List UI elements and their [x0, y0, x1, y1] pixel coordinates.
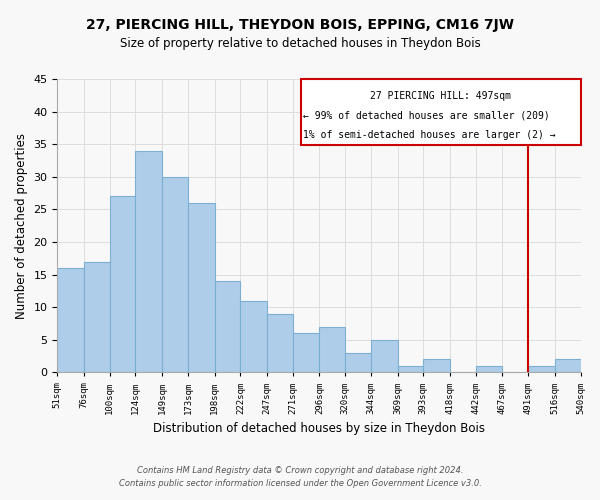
Bar	[345, 353, 371, 372]
Bar	[267, 314, 293, 372]
Bar	[555, 360, 581, 372]
Bar	[398, 366, 423, 372]
X-axis label: Distribution of detached houses by size in Theydon Bois: Distribution of detached houses by size …	[153, 422, 485, 435]
Bar	[293, 334, 319, 372]
Bar	[241, 300, 267, 372]
Bar	[58, 268, 84, 372]
Text: 1% of semi-detached houses are larger (2) →: 1% of semi-detached houses are larger (2…	[303, 130, 556, 140]
Bar	[371, 340, 398, 372]
Bar	[84, 262, 110, 372]
Bar	[110, 196, 136, 372]
Bar	[215, 281, 241, 372]
FancyBboxPatch shape	[301, 79, 581, 145]
Bar	[136, 150, 162, 372]
Bar	[319, 327, 345, 372]
Text: ← 99% of detached houses are smaller (209): ← 99% of detached houses are smaller (20…	[303, 110, 550, 120]
Bar	[162, 177, 188, 372]
Text: 27 PIERCING HILL: 497sqm: 27 PIERCING HILL: 497sqm	[370, 90, 511, 101]
Text: Size of property relative to detached houses in Theydon Bois: Size of property relative to detached ho…	[119, 38, 481, 51]
Bar	[528, 366, 555, 372]
Bar	[188, 203, 215, 372]
Text: Contains HM Land Registry data © Crown copyright and database right 2024.
Contai: Contains HM Land Registry data © Crown c…	[119, 466, 481, 487]
Bar	[476, 366, 502, 372]
Text: 27, PIERCING HILL, THEYDON BOIS, EPPING, CM16 7JW: 27, PIERCING HILL, THEYDON BOIS, EPPING,…	[86, 18, 514, 32]
Y-axis label: Number of detached properties: Number of detached properties	[15, 132, 28, 318]
Bar	[423, 360, 450, 372]
